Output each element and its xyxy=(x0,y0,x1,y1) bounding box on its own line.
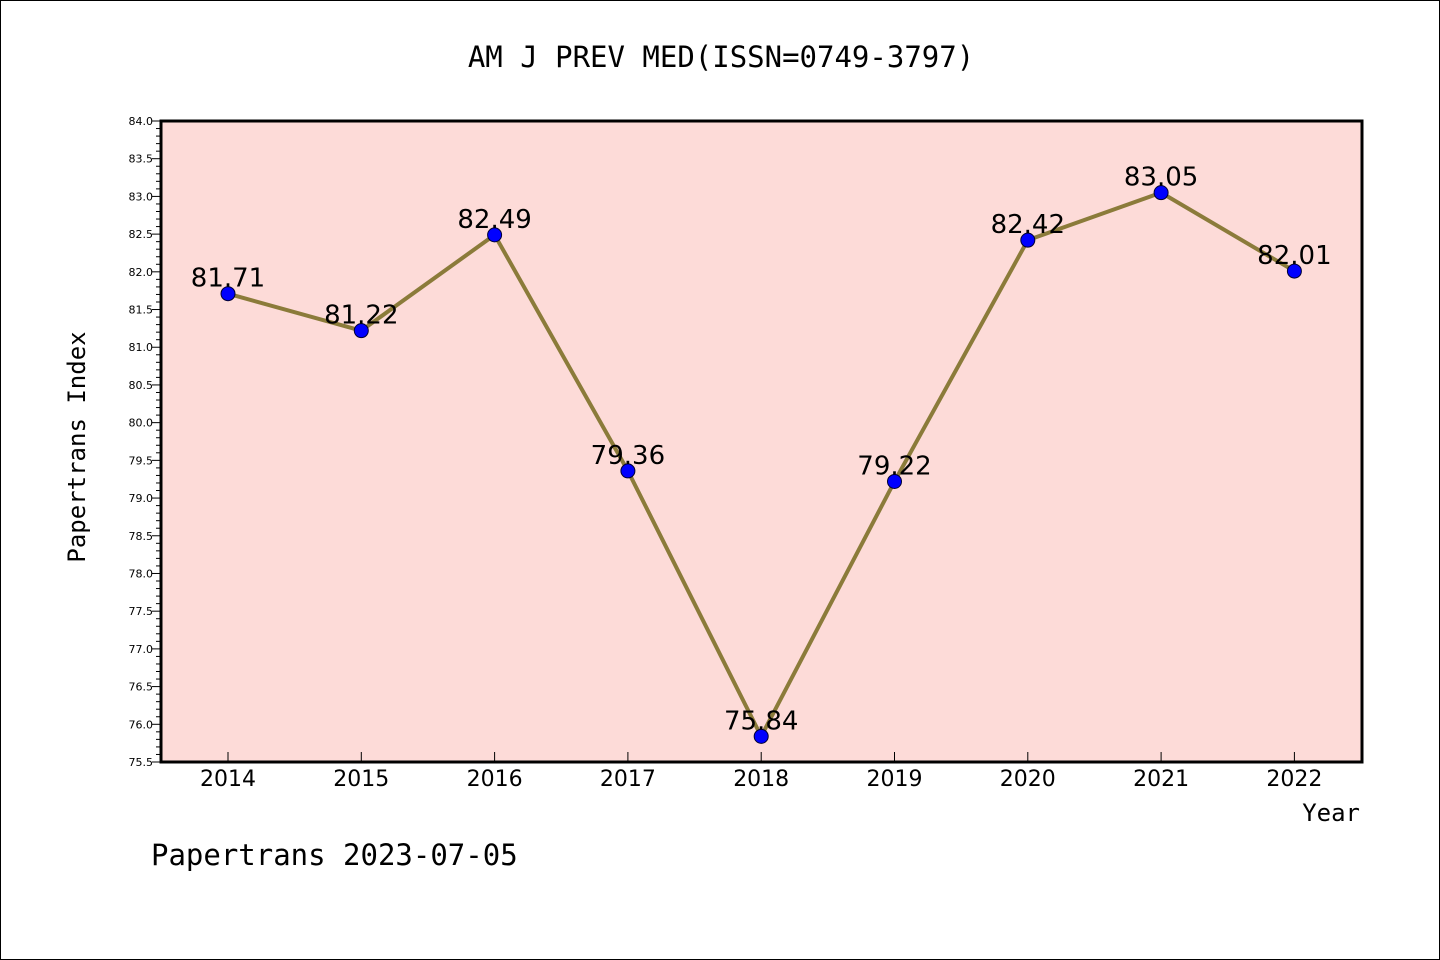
y-tick-label: 80.0 xyxy=(129,417,154,430)
plot-border xyxy=(159,119,1364,764)
y-tick-label: 83.0 xyxy=(129,190,154,203)
data-point-marker xyxy=(620,463,636,479)
plot-area xyxy=(161,121,1362,762)
y-tick-label: 81.0 xyxy=(129,341,154,354)
markers-group xyxy=(220,185,1302,744)
x-tick-label: 2015 xyxy=(333,767,389,792)
x-tick-label: 2020 xyxy=(1000,767,1056,792)
data-point-marker xyxy=(1153,185,1169,201)
x-axis-label: Year xyxy=(1302,799,1360,827)
data-point-marker xyxy=(1286,263,1302,279)
data-label: 81.71 xyxy=(191,264,265,294)
x-tick-label: 2014 xyxy=(200,767,256,792)
y-tick-label: 77.0 xyxy=(129,643,154,656)
data-label: 75.84 xyxy=(724,706,798,736)
data-label: 79.22 xyxy=(857,451,931,481)
footer-text: Papertrans 2023-07-05 xyxy=(151,838,518,872)
y-axis-label: Papertrans Index xyxy=(63,331,91,562)
y-tick-label: 82.0 xyxy=(129,266,154,279)
data-label: 82.49 xyxy=(457,205,531,235)
y-tick-label: 77.5 xyxy=(129,605,154,618)
y-tick-label: 84.0 xyxy=(129,115,154,128)
y-tick-label: 80.5 xyxy=(129,379,154,392)
y-tick-label: 79.5 xyxy=(129,454,154,467)
data-label: 82.42 xyxy=(991,210,1065,240)
data-point-marker xyxy=(487,227,503,243)
y-tick-label: 81.5 xyxy=(129,304,154,317)
x-tick-label: 2016 xyxy=(467,767,523,792)
y-tick-label: 78.0 xyxy=(129,567,154,580)
data-point-marker xyxy=(353,323,369,339)
y-tick-label: 79.0 xyxy=(129,492,154,505)
y-tick-label: 78.5 xyxy=(129,530,154,543)
data-label: 83.05 xyxy=(1124,163,1198,193)
y-tick-label: 83.5 xyxy=(129,153,154,166)
x-tick-label: 2018 xyxy=(733,767,789,792)
x-tick-label: 2021 xyxy=(1133,767,1189,792)
data-label: 79.36 xyxy=(591,441,665,471)
y-tick-label: 75.5 xyxy=(129,756,154,769)
data-point-marker xyxy=(753,728,769,744)
x-axis: 2014 2015 2016 2017 2018 2019 2020 2021 2022 xyxy=(200,752,1322,792)
data-point-marker xyxy=(220,286,236,302)
x-tick-label: 2022 xyxy=(1266,767,1322,792)
y-tick-label: 76.5 xyxy=(129,681,154,694)
y-axis: 75.5 76.0 76.5 77.0 77.5 78.0 78.5 79.0 79.5 80.0… xyxy=(129,115,161,769)
x-tick-label: 2019 xyxy=(867,767,923,792)
y-tick-label: 76.0 xyxy=(129,718,154,731)
data-label: 81.22 xyxy=(324,301,398,331)
x-tick-label: 2017 xyxy=(600,767,656,792)
chart-title: AM J PREV MED(ISSN=0749-3797) xyxy=(468,40,974,74)
y-tick-label: 82.5 xyxy=(129,228,154,241)
data-labels-group: 81.71 81.22 82.49 79.36 75.84 79.22 82.42 83.05… xyxy=(191,163,1332,737)
data-label: 82.01 xyxy=(1257,241,1331,271)
data-point-marker xyxy=(1020,232,1036,248)
data-point-marker xyxy=(887,473,902,489)
